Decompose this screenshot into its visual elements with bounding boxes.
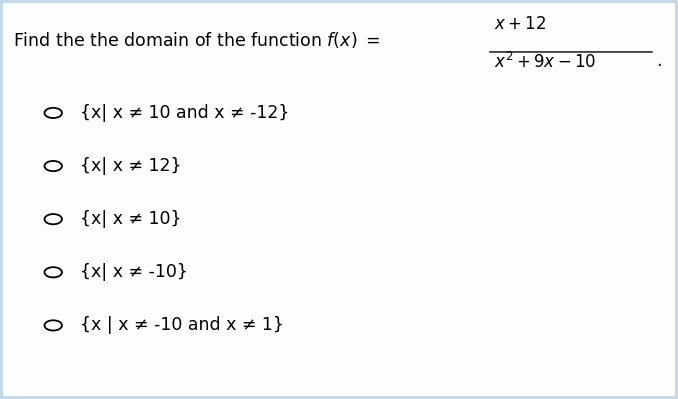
Text: Find the the domain of the function $f(x)\ =$: Find the the domain of the function $f(x…: [13, 30, 380, 50]
Text: {x| x ≠ -10}: {x| x ≠ -10}: [80, 263, 188, 281]
Text: {x| x ≠ 10 and x ≠ -12}: {x| x ≠ 10 and x ≠ -12}: [80, 104, 290, 122]
Text: $x^2 + 9x - 10$: $x^2 + 9x - 10$: [494, 52, 596, 72]
Text: .: .: [656, 52, 662, 70]
Text: {x| x ≠ 10}: {x| x ≠ 10}: [80, 210, 182, 228]
Text: {x| x ≠ 12}: {x| x ≠ 12}: [80, 157, 182, 175]
Text: {x | x ≠ -10 and x ≠ 1}: {x | x ≠ -10 and x ≠ 1}: [80, 316, 284, 334]
Text: $x + 12$: $x + 12$: [494, 15, 546, 33]
